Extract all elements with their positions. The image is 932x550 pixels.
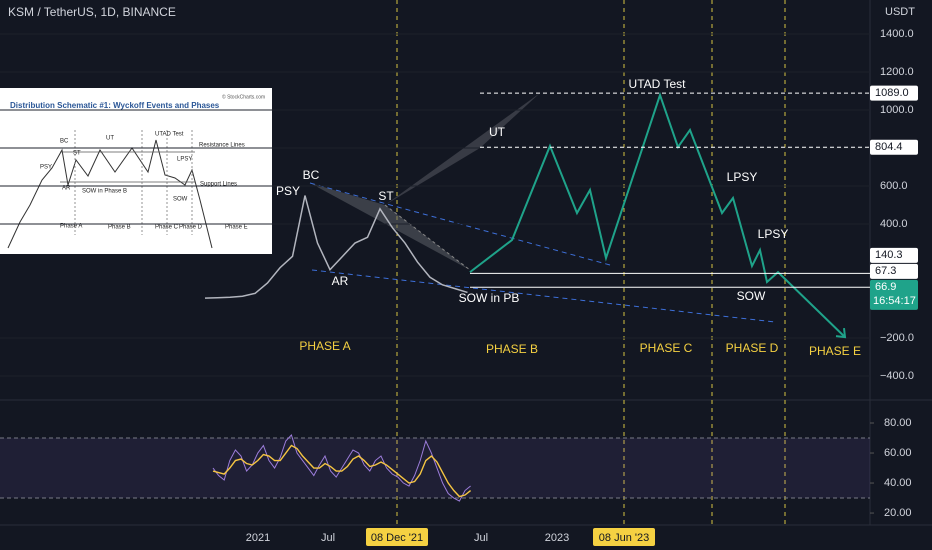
inset-image: Distribution Schematic #1: Wyckoff Event… xyxy=(0,88,272,254)
y-tick-label: 40.00 xyxy=(884,477,912,489)
series-line xyxy=(212,434,471,502)
inset-label: ST xyxy=(73,151,81,157)
inset-label: SOW xyxy=(173,197,188,203)
price-label: 140.3 xyxy=(875,249,903,261)
price-label-box xyxy=(870,139,918,155)
inset-title: Distribution Schematic #1: Wyckoff Event… xyxy=(10,101,220,110)
x-tick-label: Jul xyxy=(321,532,335,544)
annotation: LPSY xyxy=(758,227,789,241)
inset-label: Phase E xyxy=(225,225,248,231)
price-label: 67.3 xyxy=(875,265,896,277)
inset-credit: © StockCharts.com xyxy=(222,93,265,100)
inset-label: UTAD Test xyxy=(155,132,184,138)
price-label: 804.4 xyxy=(875,141,903,153)
series-line xyxy=(212,444,472,498)
phase-label: PHASE C xyxy=(640,341,693,355)
price-label-box xyxy=(870,279,918,310)
chart-title: KSM / TetherUS, 1D, BINANCE xyxy=(8,5,176,19)
inset-label: Phase C xyxy=(155,225,179,231)
price-label-box xyxy=(870,263,918,279)
phase-label: PHASE D xyxy=(726,341,779,355)
phase-label: PHASE E xyxy=(809,344,861,358)
x-tick-label: Jul xyxy=(474,532,488,544)
countdown: 16:54:17 xyxy=(873,295,916,307)
inset-label: LPSY xyxy=(177,157,192,163)
inset-label: AR xyxy=(62,186,71,192)
x-tick-label: 2021 xyxy=(246,532,270,544)
annotation: SOW xyxy=(737,289,766,303)
price-label-box xyxy=(870,85,918,101)
rsi-band xyxy=(0,438,870,499)
series-line xyxy=(204,195,468,299)
annotation: ST xyxy=(378,189,394,203)
annotation: BC xyxy=(303,168,320,182)
price-label: 66.9 xyxy=(875,281,896,293)
inset-label: UT xyxy=(106,136,114,142)
time-highlight xyxy=(593,528,655,546)
inset-label: PSY xyxy=(40,165,52,171)
y-tick-label: 1400.0 xyxy=(880,28,914,40)
inset-label: SOW in Phase B xyxy=(82,189,127,195)
y-tick-label: 1000.0 xyxy=(880,104,914,116)
annotation: UTAD Test xyxy=(629,77,687,91)
phase-label: PHASE B xyxy=(486,342,538,356)
annotation: LPSY xyxy=(727,170,758,184)
y-tick-label: 400.0 xyxy=(880,218,908,230)
y-tick-label: −200.0 xyxy=(880,332,914,344)
y-tick-label: 1200.0 xyxy=(880,66,914,78)
x-tick-label: 08 Dec '21 xyxy=(371,532,423,544)
inset-label: Phase D xyxy=(179,225,203,231)
x-tick-label: 08 Jun '23 xyxy=(599,532,649,544)
inset-label: Support Lines xyxy=(200,182,237,188)
price-label-box xyxy=(870,247,918,263)
y-tick-label: 600.0 xyxy=(880,180,908,192)
inset-label: Phase B xyxy=(108,225,131,231)
y-tick-label: 80.00 xyxy=(884,417,912,429)
inset-label: BC xyxy=(60,139,69,145)
y-tick-label: 20.00 xyxy=(884,507,912,519)
inset-label: Phase A xyxy=(60,224,82,230)
time-highlight xyxy=(366,528,428,546)
y-axis-label: USDT xyxy=(885,6,915,18)
arrow-head xyxy=(835,327,847,339)
y-tick-label: −400.0 xyxy=(880,370,914,382)
annotation: AR xyxy=(332,274,349,288)
annotation: SOW in PB xyxy=(459,291,520,305)
phase-label: PHASE A xyxy=(299,339,350,353)
inset-label: Resistance Lines xyxy=(199,143,245,149)
annotation: PSY xyxy=(276,184,300,198)
y-tick-label: 60.00 xyxy=(884,447,912,459)
price-label: 1089.0 xyxy=(875,87,909,99)
series-line xyxy=(469,91,846,338)
annotation: UT xyxy=(489,125,506,139)
x-tick-label: 2023 xyxy=(545,532,569,544)
